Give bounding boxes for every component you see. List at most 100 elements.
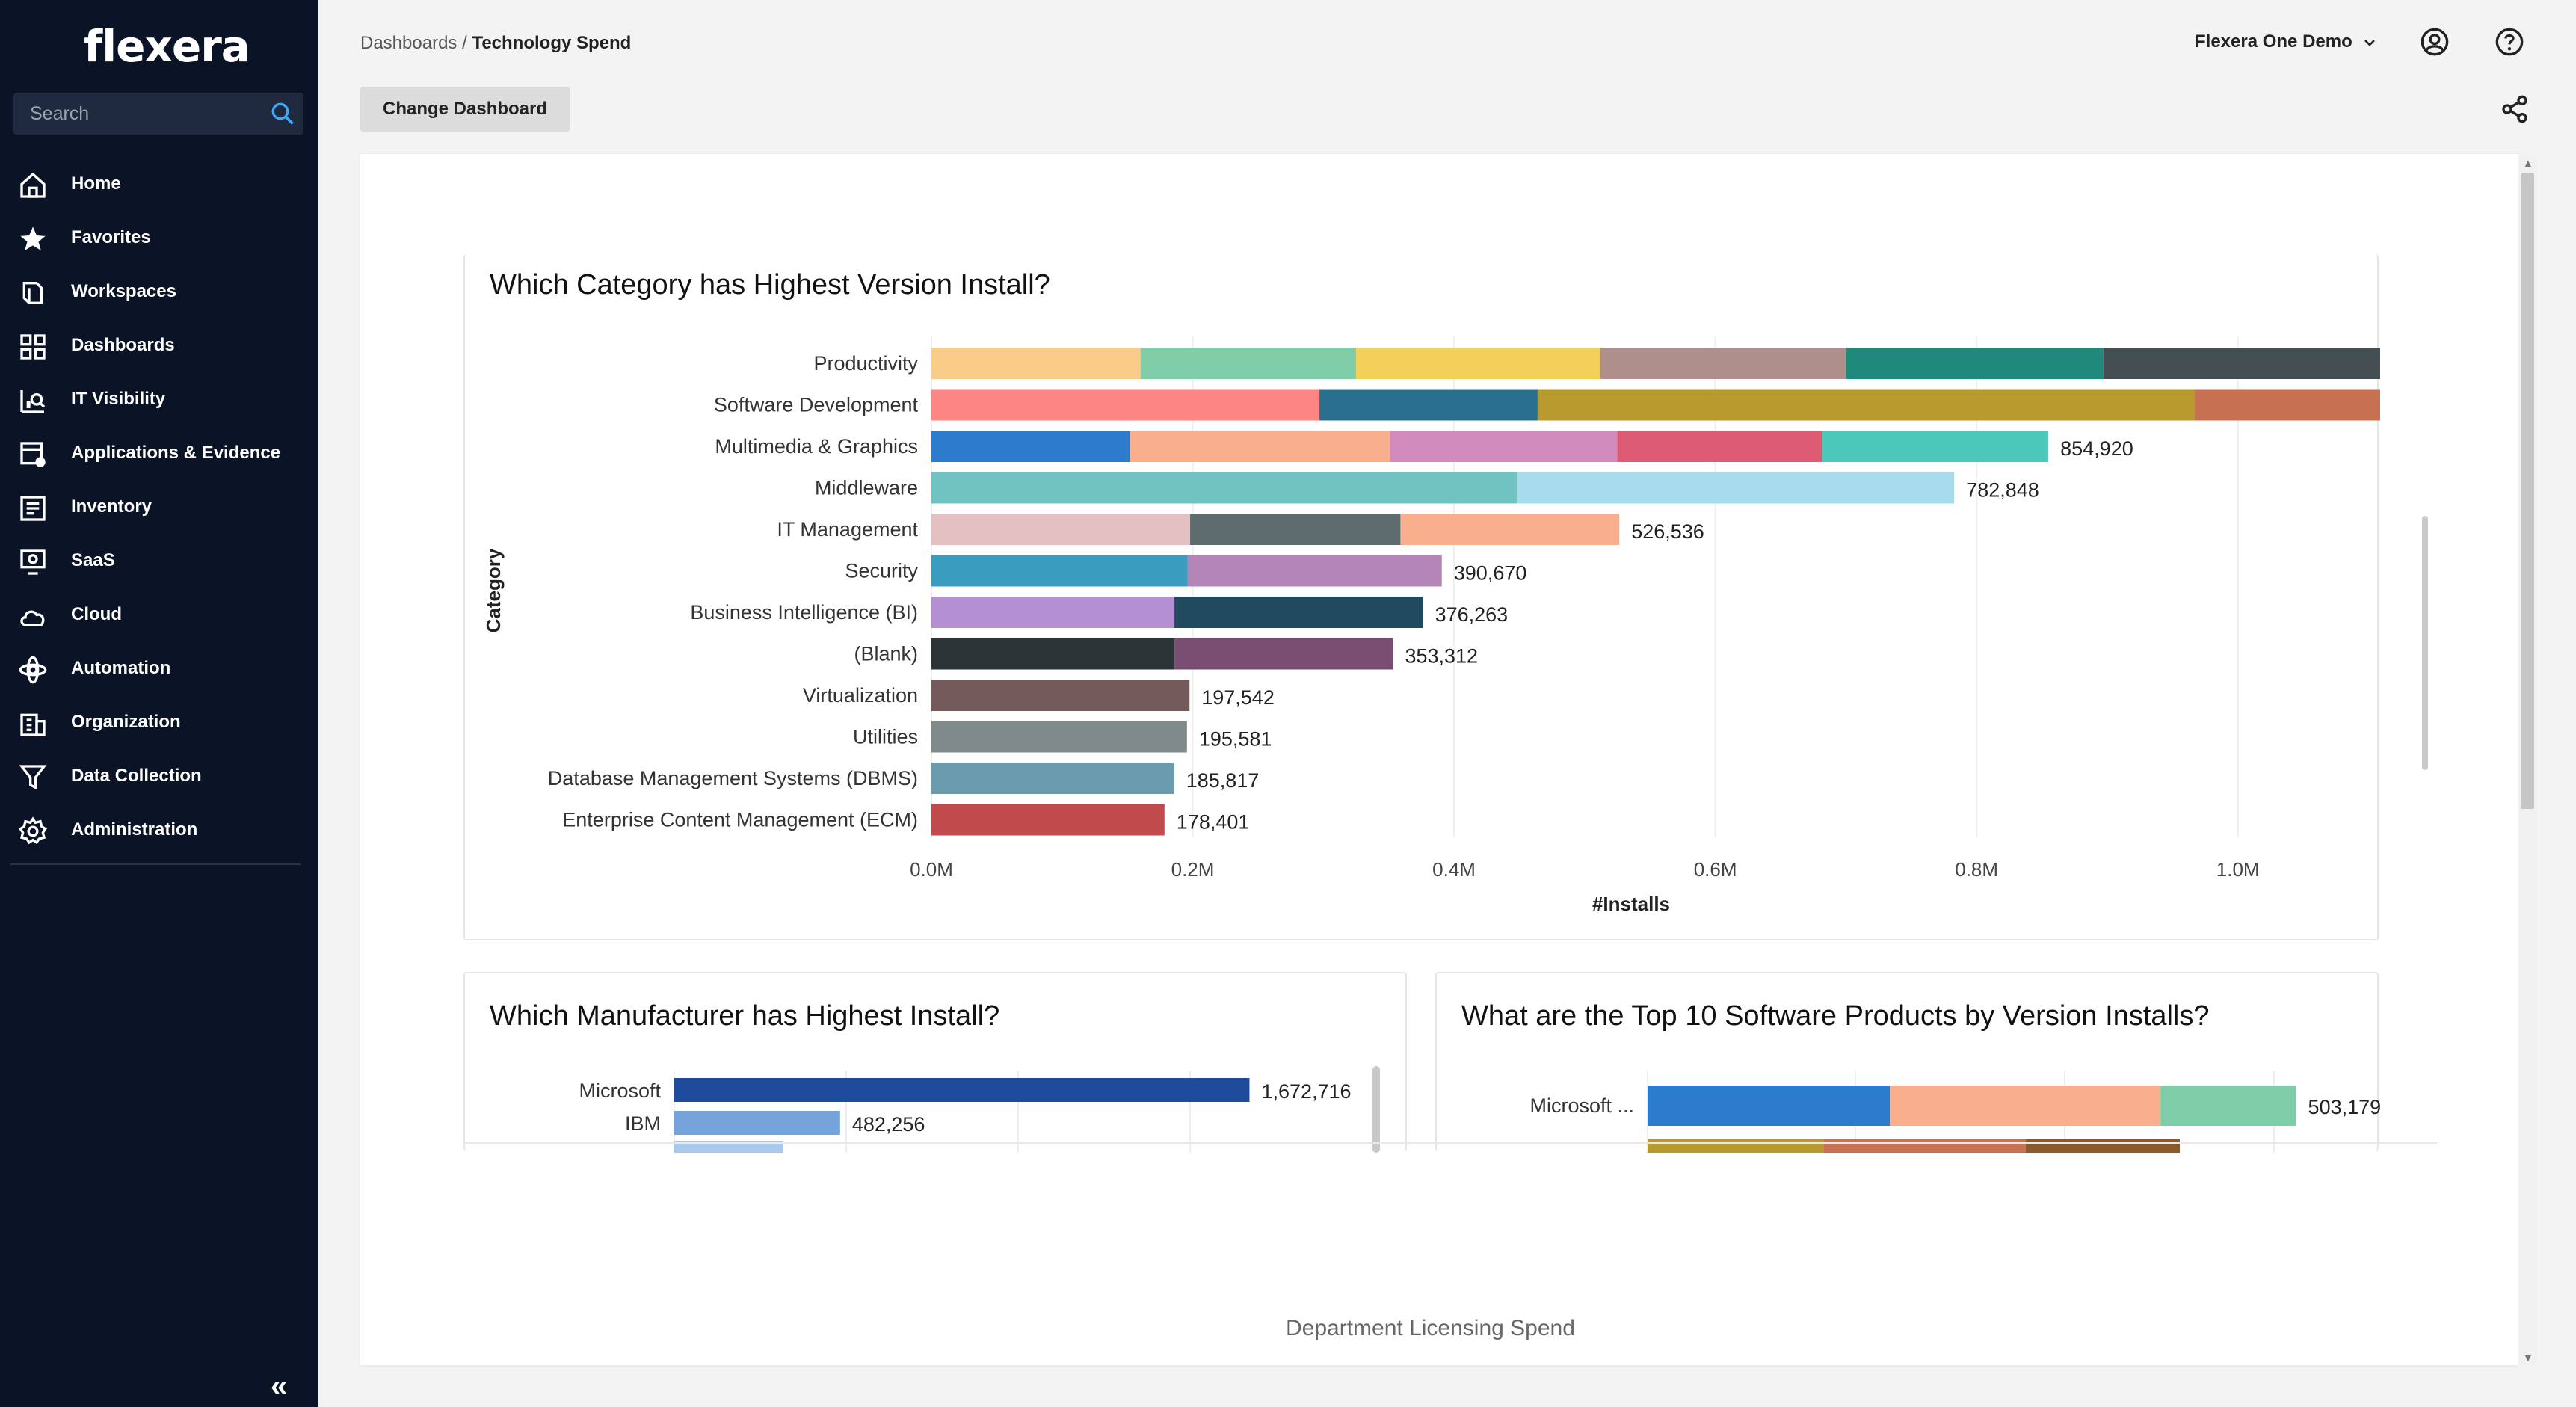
bar-segment xyxy=(1190,514,1401,545)
sidebar-item-favorites[interactable]: Favorites xyxy=(0,211,318,265)
search-icon[interactable] xyxy=(269,100,296,127)
x-tick-label: 0.6M xyxy=(1694,858,1737,881)
bar xyxy=(674,1078,1250,1102)
bar-segment xyxy=(1537,389,2196,421)
inventory-icon xyxy=(20,496,46,521)
help-icon[interactable] xyxy=(2495,27,2524,57)
bar-value-label: 526,536 xyxy=(1631,520,1704,543)
bar-segment xyxy=(1822,431,2049,462)
x-axis-title: #Installs xyxy=(1592,893,1670,915)
chevron-down-icon xyxy=(2364,39,2376,46)
sidebar-item-label: IT Visibility xyxy=(71,389,166,409)
flexera-logo[interactable]: flexera xyxy=(84,21,250,73)
sidebar-item-saas[interactable]: SaaS xyxy=(0,534,318,588)
sidebar: flexera Search Home Favorites Workspaces Da… xyxy=(0,0,318,1407)
bar-segment xyxy=(931,721,1187,753)
automation-icon xyxy=(19,656,47,684)
bar-partial xyxy=(1648,1139,1824,1153)
sidebar-item-home[interactable]: Home xyxy=(0,157,318,211)
bar-segment xyxy=(1846,348,2104,379)
bar-value-label: 1,672,716 xyxy=(1261,1080,1351,1103)
scroll-down-icon[interactable]: ▼ xyxy=(2523,1352,2533,1364)
breadcrumb-dashboards[interactable]: Dashboards xyxy=(360,33,457,53)
sidebar-item-cloud[interactable]: Cloud xyxy=(0,588,318,641)
y-axis-title: Category xyxy=(482,548,505,632)
sidebar-item-administration[interactable]: Administration xyxy=(0,803,318,857)
sidebar-item-dashboards[interactable]: Dashboards xyxy=(0,318,318,372)
category-label: Productivity xyxy=(813,352,918,375)
change-dashboard-button[interactable]: Change Dashboard xyxy=(360,87,570,132)
sidebar-item-automation[interactable]: Automation xyxy=(0,641,318,695)
bar-segment xyxy=(1140,348,1356,379)
category-label: IBM xyxy=(625,1112,661,1135)
dashboard-scrollbar[interactable]: ▲ ▼ xyxy=(2518,154,2537,1365)
it-visibility-icon xyxy=(20,390,46,413)
bar-value-label: 782,848 xyxy=(1966,479,2039,502)
bar-segment xyxy=(1400,514,1620,545)
chart-title: What are the Top 10 Software Products by… xyxy=(1461,1000,2210,1032)
category-label: Virtualization xyxy=(803,684,918,706)
bar-value-label: 376,263 xyxy=(1435,603,1509,626)
bar-value-label: 195,581 xyxy=(1199,728,1272,751)
cloud-icon xyxy=(20,610,45,626)
bar-segment xyxy=(931,348,1141,379)
bar-segment xyxy=(931,389,1320,421)
org-selector-label: Flexera One Demo xyxy=(2195,31,2352,52)
category-label: Software Development xyxy=(714,394,919,416)
bar-segment xyxy=(2160,1086,2296,1126)
sidebar-item-workspaces[interactable]: Workspaces xyxy=(0,265,318,318)
bar-segment xyxy=(931,804,1165,836)
breadcrumb: Dashboards / Technology Spend xyxy=(360,33,631,54)
bar-segment xyxy=(931,431,1130,462)
scrollbar-thumb[interactable] xyxy=(2521,173,2534,809)
sidebar-item-organization[interactable]: Organization xyxy=(0,695,318,749)
share-icon[interactable] xyxy=(2500,94,2530,124)
gear-icon xyxy=(19,816,47,845)
bar-value-label: 185,817 xyxy=(1186,769,1260,792)
category-label: Microsoft xyxy=(579,1080,661,1102)
bar-segment xyxy=(931,680,1190,711)
category-label: Security xyxy=(845,560,918,582)
logo-text: flexera xyxy=(84,21,250,72)
bar-value-label: 503,179 xyxy=(2308,1096,2380,1118)
category-label: Business Intelligence (BI) xyxy=(690,601,918,624)
bar-segment xyxy=(1648,1086,1891,1126)
bar-segment xyxy=(931,472,1517,504)
collapse-sidebar-icon[interactable]: « xyxy=(271,1370,288,1403)
top-products-card: What are the Top 10 Software Products by… xyxy=(1435,972,2380,1153)
sidebar-item-label: Administration xyxy=(71,819,198,840)
bar-segment xyxy=(931,597,1175,628)
scroll-up-icon[interactable]: ▲ xyxy=(2523,157,2533,169)
category-label: Database Management Systems (DBMS) xyxy=(548,767,918,789)
user-account-icon[interactable] xyxy=(2420,27,2450,57)
data-collection-icon xyxy=(19,765,47,790)
section-divider xyxy=(463,1142,2437,1144)
sidebar-item-inventory[interactable]: Inventory xyxy=(0,480,318,534)
x-tick-label: 0.8M xyxy=(1955,858,1998,881)
org-selector[interactable]: Flexera One Demo xyxy=(2195,31,2376,52)
bar-segment xyxy=(1617,431,1822,462)
search-input[interactable]: Search xyxy=(13,93,303,135)
sidebar-item-label: Inventory xyxy=(71,496,152,517)
organization-icon xyxy=(20,713,46,736)
sidebar-item-label: Workspaces xyxy=(71,281,176,301)
bar-segment xyxy=(1600,348,1846,379)
department-licensing-title: Department Licensing Spend xyxy=(1286,1316,1575,1340)
top-products-chart: Microsoft ... 503,179 xyxy=(1529,1071,2380,1153)
category-label: Enterprise Content Management (ECM) xyxy=(562,809,918,831)
category-label: Multimedia & Graphics xyxy=(715,435,918,458)
sidebar-divider xyxy=(10,863,301,865)
sidebar-item-it-visibility[interactable]: IT Visibility xyxy=(0,372,318,426)
bar-segment xyxy=(1187,555,1442,587)
saas-icon xyxy=(20,549,46,575)
sidebar-item-applications-evidence[interactable]: Applications & Evidence xyxy=(0,426,318,480)
sidebar-item-data-collection[interactable]: Data Collection xyxy=(0,749,318,803)
bar-partial xyxy=(2026,1139,2180,1153)
bar-value-label: 197,542 xyxy=(1201,686,1275,709)
bar-segment xyxy=(1516,472,1955,504)
sidebar-item-label: Applications & Evidence xyxy=(71,443,281,463)
chart-scrollbar-thumb[interactable] xyxy=(2422,516,2428,770)
manufacturer-installs-chart: Microsoft 1,672,716 IBM 482,256 xyxy=(579,1066,1380,1153)
chart-scrollbar-thumb xyxy=(1372,1066,1380,1153)
chart-title: Which Category has Highest Version Insta… xyxy=(490,269,1050,301)
